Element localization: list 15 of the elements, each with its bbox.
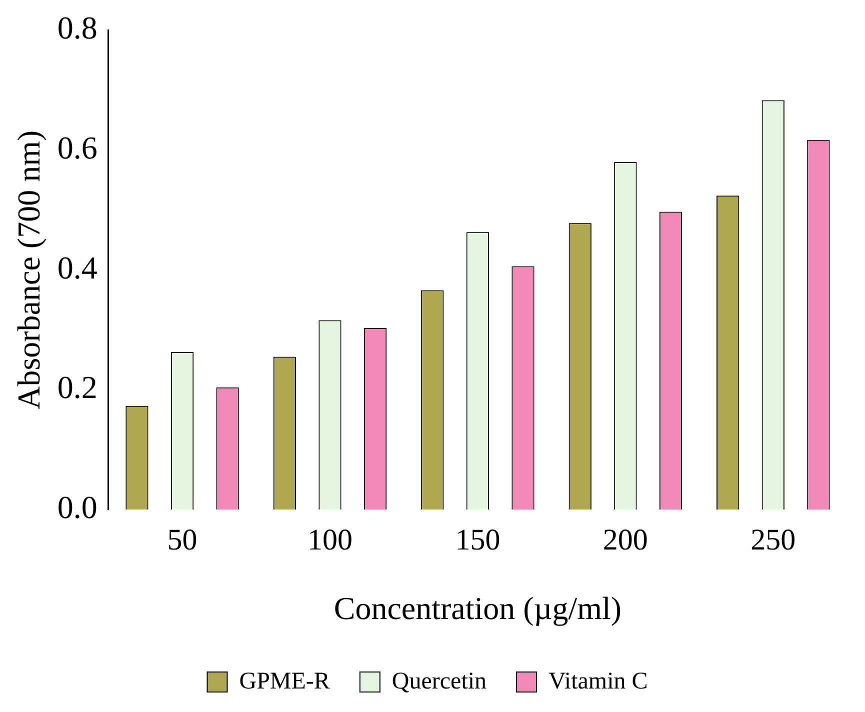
y-axis-title: Absorbance (700 nm) [10,130,47,410]
y-tick-label: 0.0 [57,489,98,526]
legend-label: Quercetin [392,668,487,694]
x-tick-label: 50 [167,523,198,556]
x-tick-label: 150 [455,523,500,556]
y-tick-label: 0.4 [57,249,98,286]
y-tick-label: 0.2 [57,369,98,406]
legend-label: Vitamin C [548,668,648,694]
y-tick-label: 0.8 [57,10,98,46]
x-axis-title: Concentration (µg/ml) [334,590,622,626]
x-tick-label: 250 [750,523,796,556]
x-tick-label: 100 [307,523,352,556]
y-tick-label: 0.6 [57,129,98,166]
legend-label: GPME-R [239,668,330,694]
x-tick-label: 200 [602,523,648,556]
